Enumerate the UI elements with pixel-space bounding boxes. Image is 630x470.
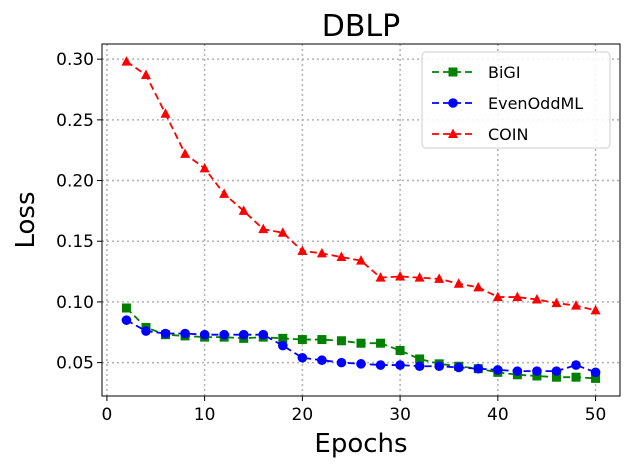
data-point-bigi	[551, 372, 561, 382]
data-point-evenoddml	[258, 329, 269, 340]
y-tick-label: 0.05	[56, 354, 94, 374]
plot-area-frame	[101, 43, 621, 397]
data-point-evenoddml	[590, 367, 601, 378]
axis-ticks: 0 10 20 30 40 50 0.05 0.10 0.15 0.20 0.25 0.30	[56, 50, 606, 425]
legend-label-coin: COIN	[488, 125, 528, 144]
data-point-bigi	[376, 338, 386, 348]
data-point-coin	[121, 56, 132, 66]
data-point-evenoddml	[375, 360, 386, 370]
data-point-coin	[180, 148, 191, 158]
data-point-coin	[453, 278, 464, 288]
data-point-evenoddml	[532, 366, 542, 376]
data-point-coin	[590, 304, 601, 315]
y-axis-label: Loss	[11, 191, 41, 248]
x-tick-label: 0	[101, 405, 112, 425]
data-point-evenoddml	[473, 363, 484, 374]
data-point-bigi	[297, 335, 307, 345]
data-point-coin	[531, 294, 542, 304]
data-point-evenoddml	[278, 340, 288, 351]
data-point-coin	[375, 272, 386, 282]
data-point-evenoddml	[141, 326, 151, 336]
data-point-coin	[160, 108, 171, 118]
data-point-evenoddml	[160, 328, 171, 339]
chart-title: DBLP	[322, 9, 401, 44]
data-point-evenoddml	[317, 355, 327, 365]
data-point-bigi	[356, 338, 366, 348]
data-point-bigi	[415, 354, 425, 364]
data-point-coin	[277, 227, 288, 237]
data-point-coin	[414, 272, 425, 282]
data-point-evenoddml	[571, 360, 581, 370]
x-tick-label: 40	[487, 405, 509, 425]
data-point-evenoddml	[434, 361, 444, 372]
data-point-bigi	[571, 372, 581, 382]
data-point-coin	[473, 281, 484, 292]
series-evenoddml	[121, 315, 601, 378]
legend-marker-coin	[448, 128, 458, 138]
data-point-coin	[492, 291, 503, 302]
data-point-evenoddml	[512, 366, 523, 376]
legend-marker-evenoddml	[448, 98, 458, 108]
series-layer	[121, 56, 601, 383]
data-point-evenoddml	[453, 362, 464, 373]
data-point-evenoddml	[493, 365, 503, 375]
legend-box	[421, 51, 611, 149]
data-point-coin	[297, 245, 308, 255]
data-point-coin	[395, 270, 406, 281]
x-tick-label: 30	[389, 405, 411, 425]
data-point-coin	[356, 255, 366, 265]
y-tick-label: 0.30	[56, 50, 94, 70]
data-point-coin	[512, 291, 523, 302]
data-point-bigi	[395, 345, 405, 355]
y-tick-label: 0.25	[56, 111, 94, 131]
data-point-coin	[551, 297, 562, 308]
data-point-evenoddml	[336, 357, 347, 368]
data-point-evenoddml	[121, 315, 132, 325]
data-point-evenoddml	[238, 329, 249, 340]
data-point-evenoddml	[395, 360, 405, 370]
data-point-bigi	[278, 333, 288, 343]
data-point-coin	[571, 300, 582, 310]
data-point-evenoddml	[356, 359, 366, 369]
data-point-evenoddml	[414, 361, 425, 372]
data-point-bigi	[121, 303, 131, 313]
data-point-coin	[238, 205, 249, 215]
data-point-coin	[140, 69, 151, 79]
data-point-bigi	[317, 335, 327, 345]
y-tick-label: 0.15	[56, 232, 94, 252]
data-point-bigi	[591, 373, 601, 383]
x-tick-label: 20	[292, 405, 314, 425]
x-axis-label: Epochs	[314, 429, 407, 459]
data-point-coin	[336, 251, 347, 262]
data-point-evenoddml	[199, 329, 210, 340]
data-point-coin	[434, 273, 445, 283]
data-point-coin	[316, 247, 327, 258]
series-coin	[121, 56, 601, 315]
legend-label-bigi: BiGI	[488, 63, 521, 82]
x-tick-label: 50	[585, 405, 607, 425]
data-point-evenoddml	[180, 328, 190, 339]
legend-label-evenoddml: EvenOddML	[488, 94, 583, 113]
data-point-coin	[258, 223, 269, 234]
data-point-bigi	[336, 336, 346, 346]
x-tick-label: 10	[194, 405, 216, 425]
data-point-evenoddml	[219, 329, 229, 340]
data-point-coin	[219, 188, 230, 198]
data-point-evenoddml	[551, 366, 562, 376]
y-tick-label: 0.20	[56, 172, 94, 192]
y-tick-label: 0.10	[56, 293, 94, 313]
legend-marker-bigi	[448, 67, 458, 77]
data-point-coin	[199, 162, 210, 173]
data-point-evenoddml	[297, 352, 308, 363]
legend: BiGI EvenOddML COIN	[421, 51, 611, 149]
data-point-bigi	[532, 371, 542, 381]
